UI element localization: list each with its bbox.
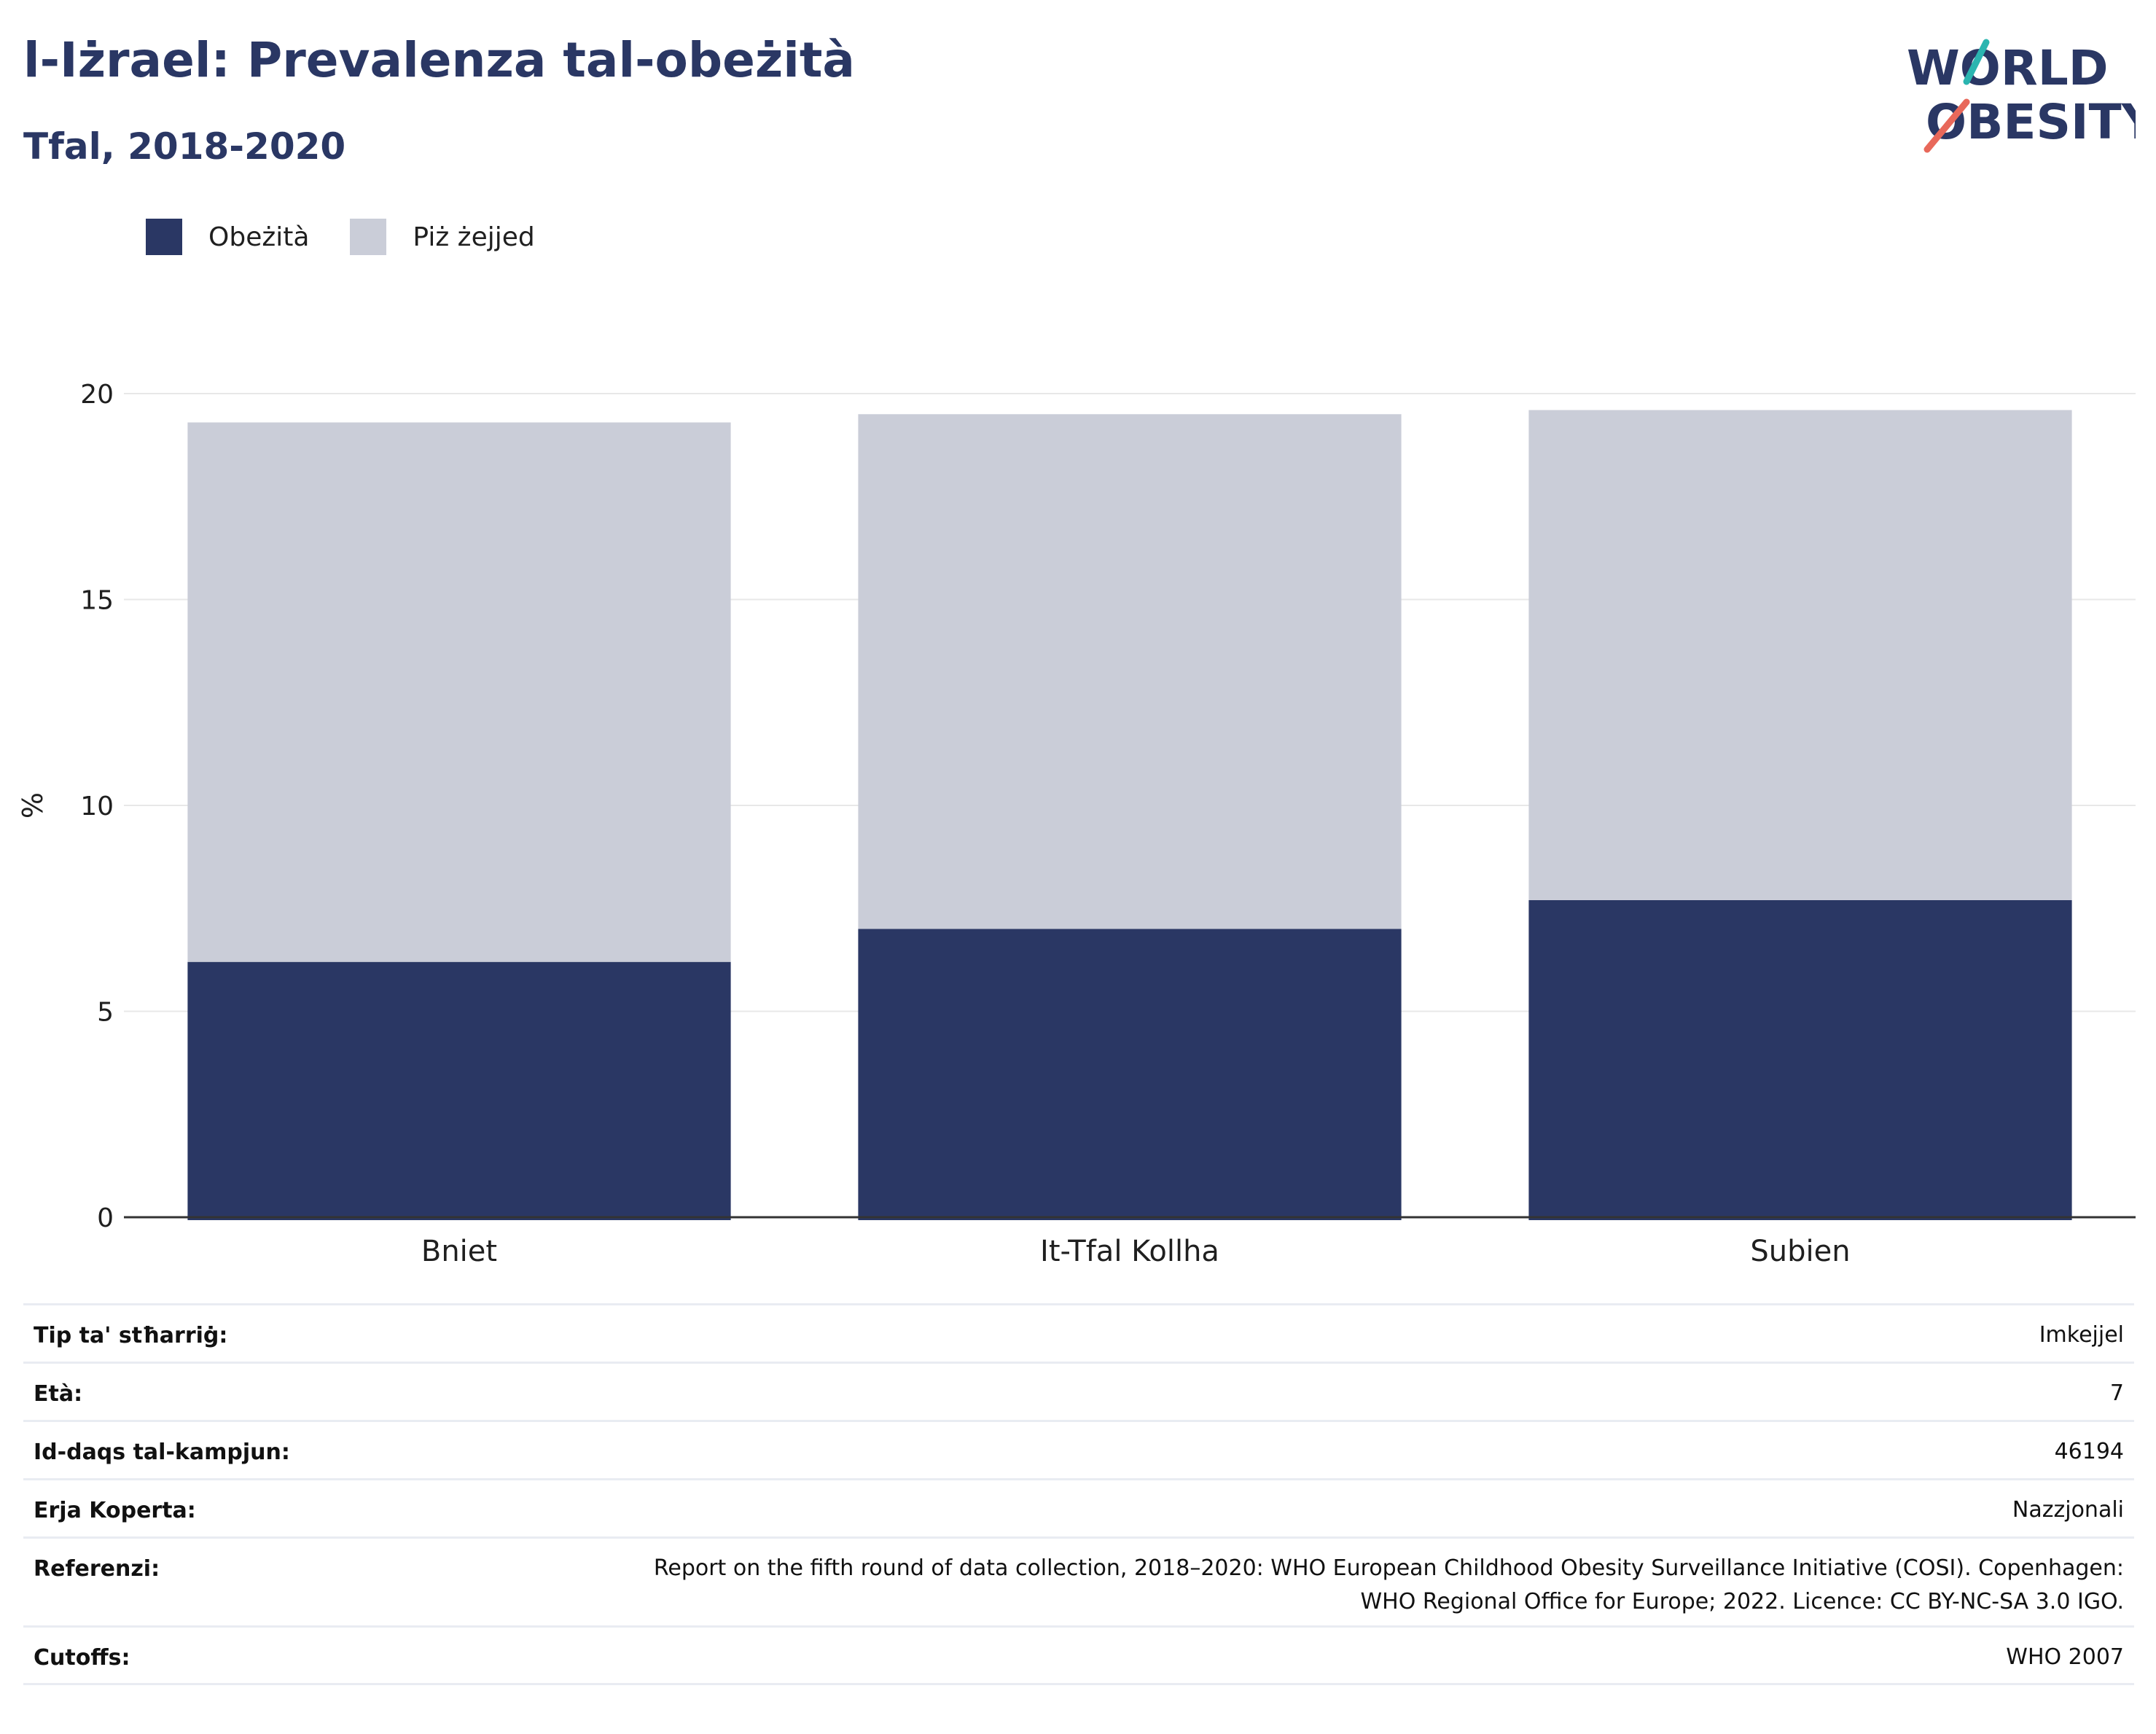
info-key: Id-daqs tal-kampjun: — [34, 1440, 290, 1465]
y-tick-label: 0 — [97, 1203, 114, 1233]
chart-legend: Obeżità Piż żejjed — [146, 217, 576, 257]
info-key: Referenzi: — [34, 1556, 160, 1582]
legend-item-overweight[interactable]: Piż żejjed — [350, 219, 535, 255]
bar-chart: 0 5 10 15 20% Bniet It-Tfal Kollha Subien — [17, 380, 2136, 1268]
info-row: Cutoffs: WHO 2007 — [23, 1625, 2134, 1685]
info-value: WHO 2007 — [2006, 1644, 2124, 1670]
info-value: 7 — [2109, 1380, 2124, 1406]
info-row: Id-daqs tal-kampjun: 46194 — [23, 1420, 2134, 1478]
x-tick-label: It-Tfal Kollha — [1040, 1235, 1219, 1268]
info-key: Cutoffs: — [34, 1645, 130, 1671]
info-row: Età: 7 — [23, 1362, 2134, 1420]
page-title: l-Iżrael: Prevalenza tal-obeżità — [23, 32, 855, 88]
logo-text-world: WORLD — [1907, 40, 2109, 96]
legend-item-obesity[interactable]: Obeżità — [146, 219, 309, 255]
bar-obesity — [1528, 899, 2072, 1220]
info-row: Tip ta' stħarriġ: Imkejjel — [23, 1303, 2134, 1362]
info-key: Tip ta' stħarriġ: — [34, 1323, 228, 1348]
legend-label-obesity: Obeżità — [208, 222, 310, 252]
bar-obesity — [858, 929, 1402, 1220]
logo-slash-coral — [1923, 98, 1970, 153]
y-axis-label: % — [17, 792, 49, 819]
info-value: 46194 — [2054, 1439, 2124, 1464]
x-tick-label: Bniet — [421, 1235, 497, 1268]
legend-swatch-obesity — [146, 219, 182, 255]
bar-overweight — [1528, 410, 2072, 900]
legend-swatch-overweight — [350, 219, 387, 255]
info-row: Erja Koperta: Nazzjonali — [23, 1478, 2134, 1536]
y-tick-label: 5 — [97, 998, 114, 1028]
page-subtitle: Tfal, 2018-2020 — [23, 125, 346, 168]
bar-obesity — [187, 961, 731, 1220]
world-obesity-logo: WORLD OBESITY — [1907, 39, 2136, 153]
x-tick-label: Subien — [1750, 1235, 1850, 1268]
info-value: Report on the fifth round of data collec… — [653, 1555, 2124, 1614]
y-tick-label: 20 — [80, 380, 114, 410]
bar-overweight — [187, 422, 731, 962]
info-key: Erja Koperta: — [34, 1498, 196, 1523]
info-value: Imkejjel — [2039, 1322, 2124, 1348]
logo-slash-teal — [1963, 39, 1990, 85]
info-key: Età: — [34, 1381, 83, 1407]
y-tick-label: 10 — [80, 792, 114, 821]
metadata-table: Tip ta' stħarriġ: Imkejjel Età: 7 Id-daqs ta… — [23, 1303, 2134, 1685]
y-tick-label: 15 — [80, 586, 114, 616]
logo-text-obesity: OBESITY — [1926, 94, 2136, 150]
info-row: Referenzi: Report on the fifth round of d… — [23, 1536, 2134, 1625]
bar-overweight — [858, 414, 1402, 929]
legend-label-overweight: Piż żejjed — [413, 222, 535, 252]
info-value: Nazzjonali — [2012, 1497, 2124, 1523]
